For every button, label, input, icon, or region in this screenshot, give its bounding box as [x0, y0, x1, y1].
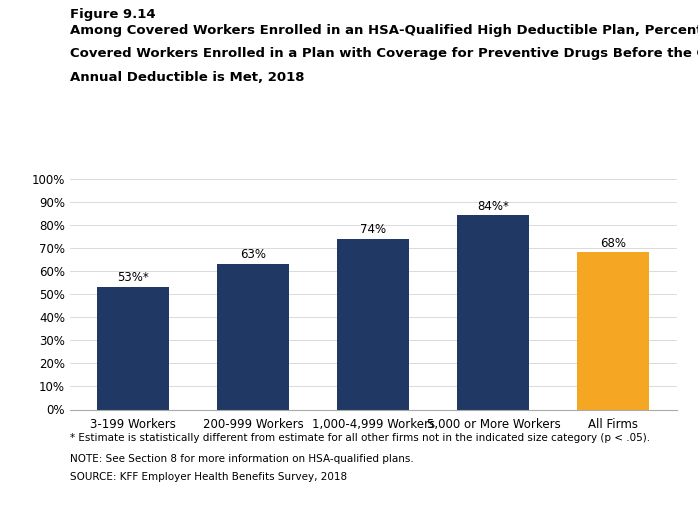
Text: 68%: 68% — [600, 237, 626, 250]
Bar — [577, 253, 649, 410]
Bar — [217, 264, 290, 410]
Text: * Estimate is statistically different from estimate for all other firms not in t: * Estimate is statistically different fr… — [70, 433, 650, 443]
Text: SOURCE: KFF Employer Health Benefits Survey, 2018: SOURCE: KFF Employer Health Benefits Sur… — [70, 472, 347, 482]
Text: Annual Deductible is Met, 2018: Annual Deductible is Met, 2018 — [70, 71, 304, 84]
Bar — [457, 215, 530, 410]
Text: Covered Workers Enrolled in a Plan with Coverage for Preventive Drugs Before the: Covered Workers Enrolled in a Plan with … — [70, 47, 698, 60]
Text: Among Covered Workers Enrolled in an HSA-Qualified High Deductible Plan, Percent: Among Covered Workers Enrolled in an HSA… — [70, 24, 698, 37]
Text: 74%: 74% — [360, 223, 387, 236]
Text: 84%*: 84%* — [477, 200, 510, 213]
Bar — [337, 238, 410, 410]
Text: NOTE: See Section 8 for more information on HSA-qualified plans.: NOTE: See Section 8 for more information… — [70, 454, 413, 464]
Text: Figure 9.14: Figure 9.14 — [70, 8, 156, 21]
Bar — [98, 287, 170, 410]
Text: 53%*: 53%* — [117, 271, 149, 285]
Text: 63%: 63% — [240, 248, 267, 261]
